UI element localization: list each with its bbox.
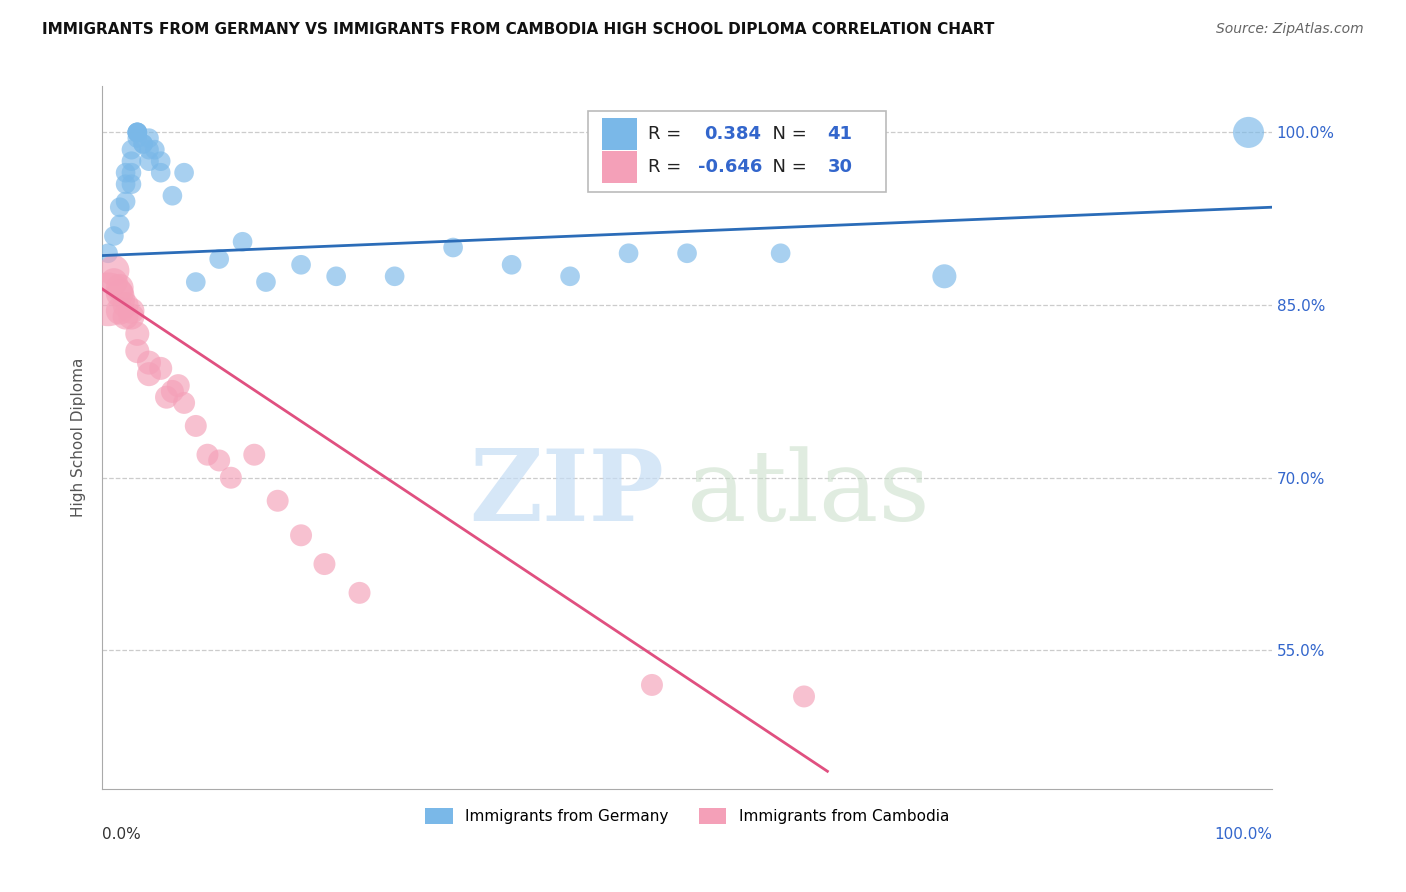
Point xyxy=(149,361,172,376)
Point xyxy=(208,252,231,266)
Point xyxy=(184,419,207,434)
Text: IMMIGRANTS FROM GERMANY VS IMMIGRANTS FROM CAMBODIA HIGH SCHOOL DIPLOMA CORRELAT: IMMIGRANTS FROM GERMANY VS IMMIGRANTS FR… xyxy=(42,22,994,37)
FancyBboxPatch shape xyxy=(588,111,886,192)
Point xyxy=(254,275,277,289)
Point xyxy=(384,269,406,284)
Legend: Immigrants from Germany, Immigrants from Cambodia: Immigrants from Germany, Immigrants from… xyxy=(419,802,955,830)
Text: Source: ZipAtlas.com: Source: ZipAtlas.com xyxy=(1216,22,1364,37)
Point xyxy=(138,131,160,145)
Point xyxy=(138,143,160,157)
Point xyxy=(132,136,155,151)
Point xyxy=(103,263,125,277)
Point xyxy=(132,136,155,151)
Point xyxy=(167,378,190,392)
Text: N =: N = xyxy=(761,158,813,176)
Point xyxy=(617,246,640,260)
Point xyxy=(127,326,149,341)
Point xyxy=(149,166,172,180)
Point xyxy=(114,298,136,312)
Point xyxy=(349,586,371,600)
Point xyxy=(103,229,125,244)
Point xyxy=(184,275,207,289)
Point xyxy=(114,310,136,324)
Text: R =: R = xyxy=(648,125,688,143)
Point xyxy=(143,143,166,157)
Point xyxy=(219,471,242,485)
Point xyxy=(108,281,131,295)
Point xyxy=(501,258,523,272)
Point xyxy=(441,240,464,254)
Point xyxy=(793,690,815,704)
Text: N =: N = xyxy=(761,125,813,143)
Point xyxy=(243,448,266,462)
Point xyxy=(138,356,160,370)
Point xyxy=(127,344,149,359)
Point xyxy=(127,125,149,139)
Text: 0.0%: 0.0% xyxy=(103,827,141,842)
Point xyxy=(127,125,149,139)
Point xyxy=(108,218,131,232)
Point xyxy=(120,310,142,324)
Point xyxy=(138,154,160,169)
Point xyxy=(290,528,312,542)
Point xyxy=(266,493,288,508)
Point xyxy=(114,194,136,209)
Point xyxy=(558,269,581,284)
Point xyxy=(127,125,149,139)
Point xyxy=(138,367,160,381)
Point xyxy=(108,200,131,214)
Text: 0.384: 0.384 xyxy=(704,125,762,143)
Point xyxy=(127,131,149,145)
Point xyxy=(103,275,125,289)
Point xyxy=(641,678,664,692)
Text: 41: 41 xyxy=(827,125,852,143)
FancyBboxPatch shape xyxy=(602,152,637,183)
Point xyxy=(325,269,347,284)
Point xyxy=(155,390,177,404)
Point xyxy=(173,166,195,180)
Text: 100.0%: 100.0% xyxy=(1213,827,1272,842)
Text: ZIP: ZIP xyxy=(468,445,664,542)
Point xyxy=(127,125,149,139)
Point xyxy=(676,246,699,260)
Point xyxy=(769,246,792,260)
Point xyxy=(114,166,136,180)
Point xyxy=(314,557,336,571)
Point xyxy=(1237,125,1260,139)
Point xyxy=(108,303,131,318)
Point xyxy=(232,235,254,249)
Point xyxy=(934,269,956,284)
Point xyxy=(97,293,120,307)
Point xyxy=(120,143,142,157)
Text: R =: R = xyxy=(648,158,688,176)
Text: -0.646: -0.646 xyxy=(697,158,762,176)
Point xyxy=(108,286,131,301)
Point xyxy=(290,258,312,272)
Point xyxy=(120,154,142,169)
Point xyxy=(120,166,142,180)
Point xyxy=(197,448,219,462)
Text: 30: 30 xyxy=(827,158,852,176)
Point xyxy=(162,188,184,202)
Y-axis label: High School Diploma: High School Diploma xyxy=(72,358,86,517)
Point xyxy=(120,178,142,192)
Point xyxy=(97,246,120,260)
FancyBboxPatch shape xyxy=(602,119,637,150)
Point xyxy=(120,303,142,318)
Point xyxy=(114,178,136,192)
Point xyxy=(208,453,231,467)
Point xyxy=(162,384,184,399)
Text: atlas: atlas xyxy=(688,446,929,541)
Point xyxy=(149,154,172,169)
Point xyxy=(173,396,195,410)
